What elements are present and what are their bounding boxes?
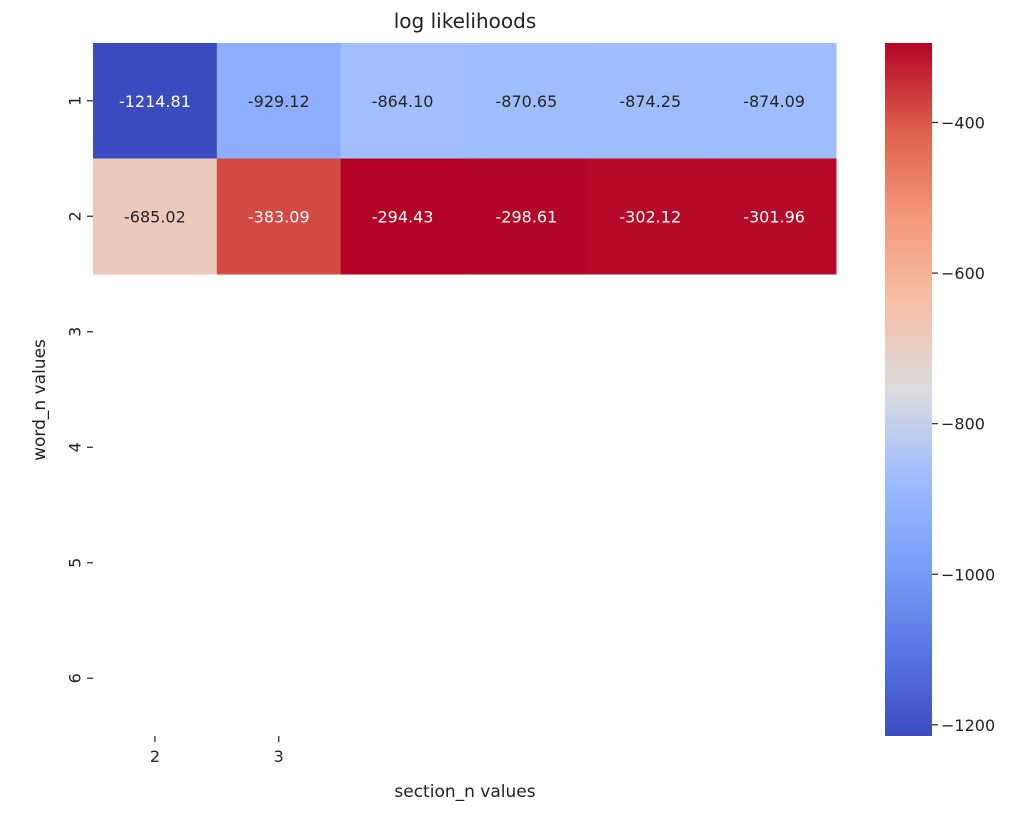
cell-value-label: -301.96 (743, 207, 805, 226)
cell-value-label: -874.25 (619, 92, 681, 111)
colorbar-tick-label: −400 (941, 113, 985, 132)
heatmap-cell (216, 158, 342, 275)
cell-value-label: -870.65 (496, 92, 558, 111)
heatmap-cell (216, 43, 342, 159)
cell-value-label: -685.02 (124, 207, 186, 226)
x-tick-label: 3 (274, 747, 284, 766)
chart-title: log likelihoods (394, 9, 537, 33)
cell-value-label: -864.10 (372, 92, 434, 111)
heatmap-cells: -1214.81 -929.12 -864.10 -870.65 -874.25 -874… (93, 43, 837, 275)
heatmap-cell (712, 43, 837, 159)
colorbar-tick-label: −1200 (941, 716, 995, 735)
y-tick-label: 3 (66, 327, 85, 337)
heatmap-cell (93, 158, 218, 275)
heatmap-cell (588, 43, 713, 159)
y-tick-label: 1 (66, 96, 85, 106)
cell-value-label: -298.61 (496, 207, 558, 226)
y-tick-label: 6 (66, 673, 85, 683)
colorbar-tick-label: −1000 (941, 565, 995, 584)
heatmap-cell (340, 43, 465, 159)
colorbar-tick-label: −800 (941, 415, 985, 434)
heatmap-cell (340, 158, 465, 275)
y-axis-ticks: 1 2 3 4 5 6 (66, 96, 93, 683)
cell-value-label: -874.09 (743, 92, 805, 111)
y-tick-label: 5 (66, 558, 85, 568)
y-tick-label: 4 (66, 442, 85, 452)
heatmap-cell (712, 158, 837, 275)
x-tick-label: 2 (150, 747, 160, 766)
heatmap-cell (93, 43, 218, 159)
heatmap-cell (464, 43, 589, 159)
y-axis-label: word_n values (30, 339, 50, 461)
x-axis-label: section_n values (394, 782, 535, 802)
heatmap-cell (464, 158, 589, 275)
cell-value-label: -294.43 (372, 207, 434, 226)
cell-value-label: -929.12 (248, 92, 310, 111)
colorbar-tick-label: −600 (941, 264, 985, 283)
cell-value-label: -1214.81 (119, 92, 191, 111)
colorbar (885, 43, 932, 736)
cell-value-label: -302.12 (619, 207, 681, 226)
colorbar-ticks: −400 −600 −800 −1000 −1200 (932, 113, 995, 735)
heatmap-cell (588, 158, 713, 275)
y-tick-label: 2 (66, 211, 85, 221)
cell-value-label: -383.09 (248, 207, 310, 226)
